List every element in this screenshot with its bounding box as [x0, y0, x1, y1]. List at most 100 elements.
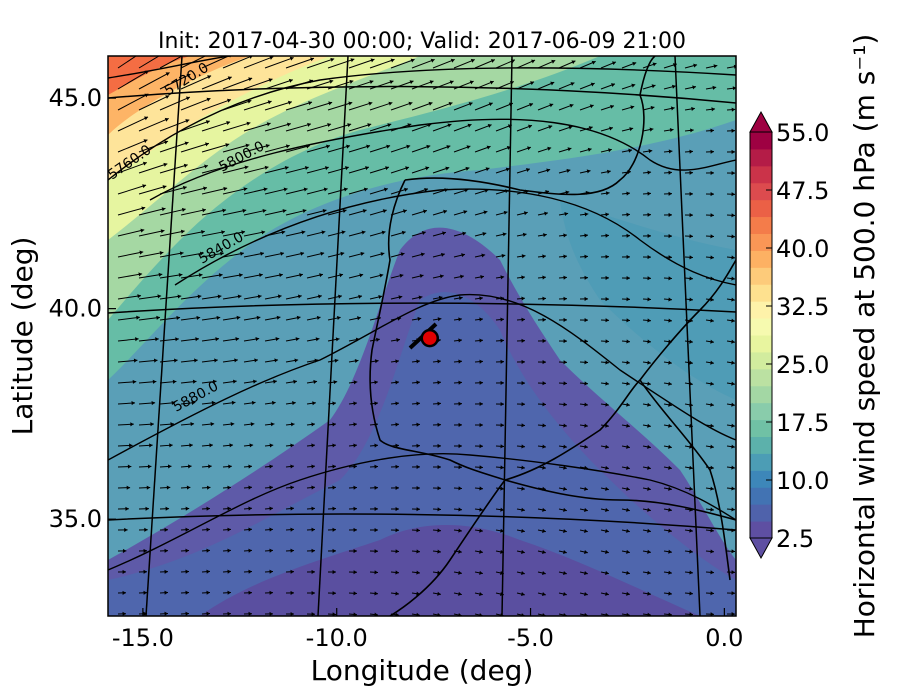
wind-arrow [474, 59, 496, 69]
wind-arrow-head [731, 318, 735, 323]
wind-arrow-head [668, 360, 672, 365]
wind-arrow-head [437, 486, 441, 491]
wind-arrow-head [172, 379, 177, 384]
wind-arrow-head [269, 590, 273, 595]
wind-arrow [285, 101, 313, 111]
wind-arrow-head [174, 358, 178, 363]
wind-arrow-head [379, 273, 384, 278]
wind-arrow-head [647, 318, 651, 323]
wind-arrow-head [332, 612, 336, 616]
wind-arrow-head [668, 612, 672, 616]
wind-arrow-head [689, 255, 693, 260]
wind-arrow-head [670, 106, 675, 111]
wind-arrow-head [458, 549, 462, 554]
wind-arrow-head [248, 464, 252, 469]
wind-arrow-head [248, 506, 252, 511]
wind-arrow-head [569, 103, 574, 108]
wind-arrow-head [584, 528, 588, 533]
wind-arrow-head [141, 206, 146, 211]
wind-arrow-head [647, 297, 651, 302]
wind-arrow-head [652, 62, 657, 67]
wind-arrow-head [324, 166, 329, 171]
wind-arrow-head [647, 528, 651, 533]
wind-arrow-head [584, 444, 588, 449]
colorbar-band [750, 132, 772, 150]
wind-arrow [264, 57, 294, 69]
wind-arrow [306, 101, 333, 111]
colorbar-band [750, 250, 772, 268]
wind-arrow-head [395, 485, 399, 490]
wind-arrow-head [206, 97, 211, 102]
wind-arrow-head [458, 443, 462, 449]
wind-arrow-head [626, 528, 630, 533]
wind-arrow-head [563, 444, 567, 449]
wind-arrow-head [332, 591, 336, 596]
wind-arrow-head [221, 230, 225, 235]
wind-arrow-head [563, 486, 567, 491]
wind-arrow-head [395, 422, 399, 427]
wind-arrow-head [203, 186, 207, 191]
wind-arrow [159, 56, 184, 69]
wind-arrow-head [521, 423, 525, 428]
wind-arrow [201, 121, 231, 132]
wind-arrow [327, 166, 349, 174]
wind-arrow-head [563, 507, 567, 512]
wind-arrow-head [338, 294, 342, 299]
wind-arrow-head [731, 192, 735, 197]
colorbar-band [750, 521, 772, 539]
wind-arrow-head [166, 485, 171, 490]
wind-arrow-head [149, 443, 153, 448]
wind-arrow [264, 123, 291, 132]
wind-arrow-head [207, 75, 212, 79]
wind-arrow-head [347, 123, 352, 128]
wind-arrow-head [523, 211, 528, 216]
wind-arrow-head [689, 591, 693, 596]
wind-arrow-head [206, 611, 210, 616]
wind-arrow-head [672, 63, 677, 68]
wind-arrow-head [710, 276, 714, 281]
wind-arrow-head [311, 443, 315, 448]
wind-arrow-head [390, 58, 395, 63]
wind-arrow-head [369, 80, 374, 84]
wind-arrow-head [584, 402, 588, 407]
wind-arrow-head [541, 571, 546, 576]
wind-arrow-head [521, 507, 525, 512]
wind-arrow-head [185, 119, 190, 123]
wind-arrow-head [205, 142, 209, 147]
wind-arrow [180, 165, 209, 174]
wind-arrow-head [668, 318, 672, 323]
wind-arrow-head [500, 486, 504, 491]
wind-arrow-head [332, 527, 336, 532]
wind-arrow-head [326, 144, 330, 149]
wind-arrow-head [584, 233, 588, 238]
x-axis: -15.0 -10.0 -5.0 0.0 [112, 608, 743, 652]
wind-arrow [264, 144, 290, 153]
wind-arrow-head [395, 506, 399, 512]
wind-arrow-head [488, 102, 493, 107]
wind-arrow-head [438, 295, 443, 300]
wind-arrow-head [227, 611, 231, 616]
wind-arrow [159, 230, 185, 237]
wind-arrow-head [731, 128, 735, 133]
wind-arrow-head [689, 570, 693, 575]
wind-arrow-head [542, 359, 546, 365]
wind-arrow-head [368, 101, 373, 106]
wind-arrow-head [270, 422, 275, 427]
wind-arrow-head [299, 273, 303, 278]
colorbar-tick-label: 55.0 [776, 119, 829, 147]
wind-arrow-head [225, 143, 230, 148]
wind-arrow-head [217, 294, 222, 299]
wind-arrow-head [286, 122, 291, 127]
wind-arrow-head [466, 145, 471, 150]
wind-arrow-head [397, 316, 402, 321]
wind-arrow-head [144, 527, 148, 532]
colorbar-tick-label: 25.0 [776, 351, 829, 379]
wind-arrow-head [427, 123, 432, 128]
wind-arrow-head [563, 360, 567, 365]
wind-arrow-head [626, 360, 630, 365]
wind-arrow-head [689, 360, 693, 365]
wind-arrow-head [445, 166, 450, 171]
wind-arrow-head [458, 465, 462, 470]
wind-arrow [117, 70, 149, 90]
wind-arrow [264, 79, 293, 90]
